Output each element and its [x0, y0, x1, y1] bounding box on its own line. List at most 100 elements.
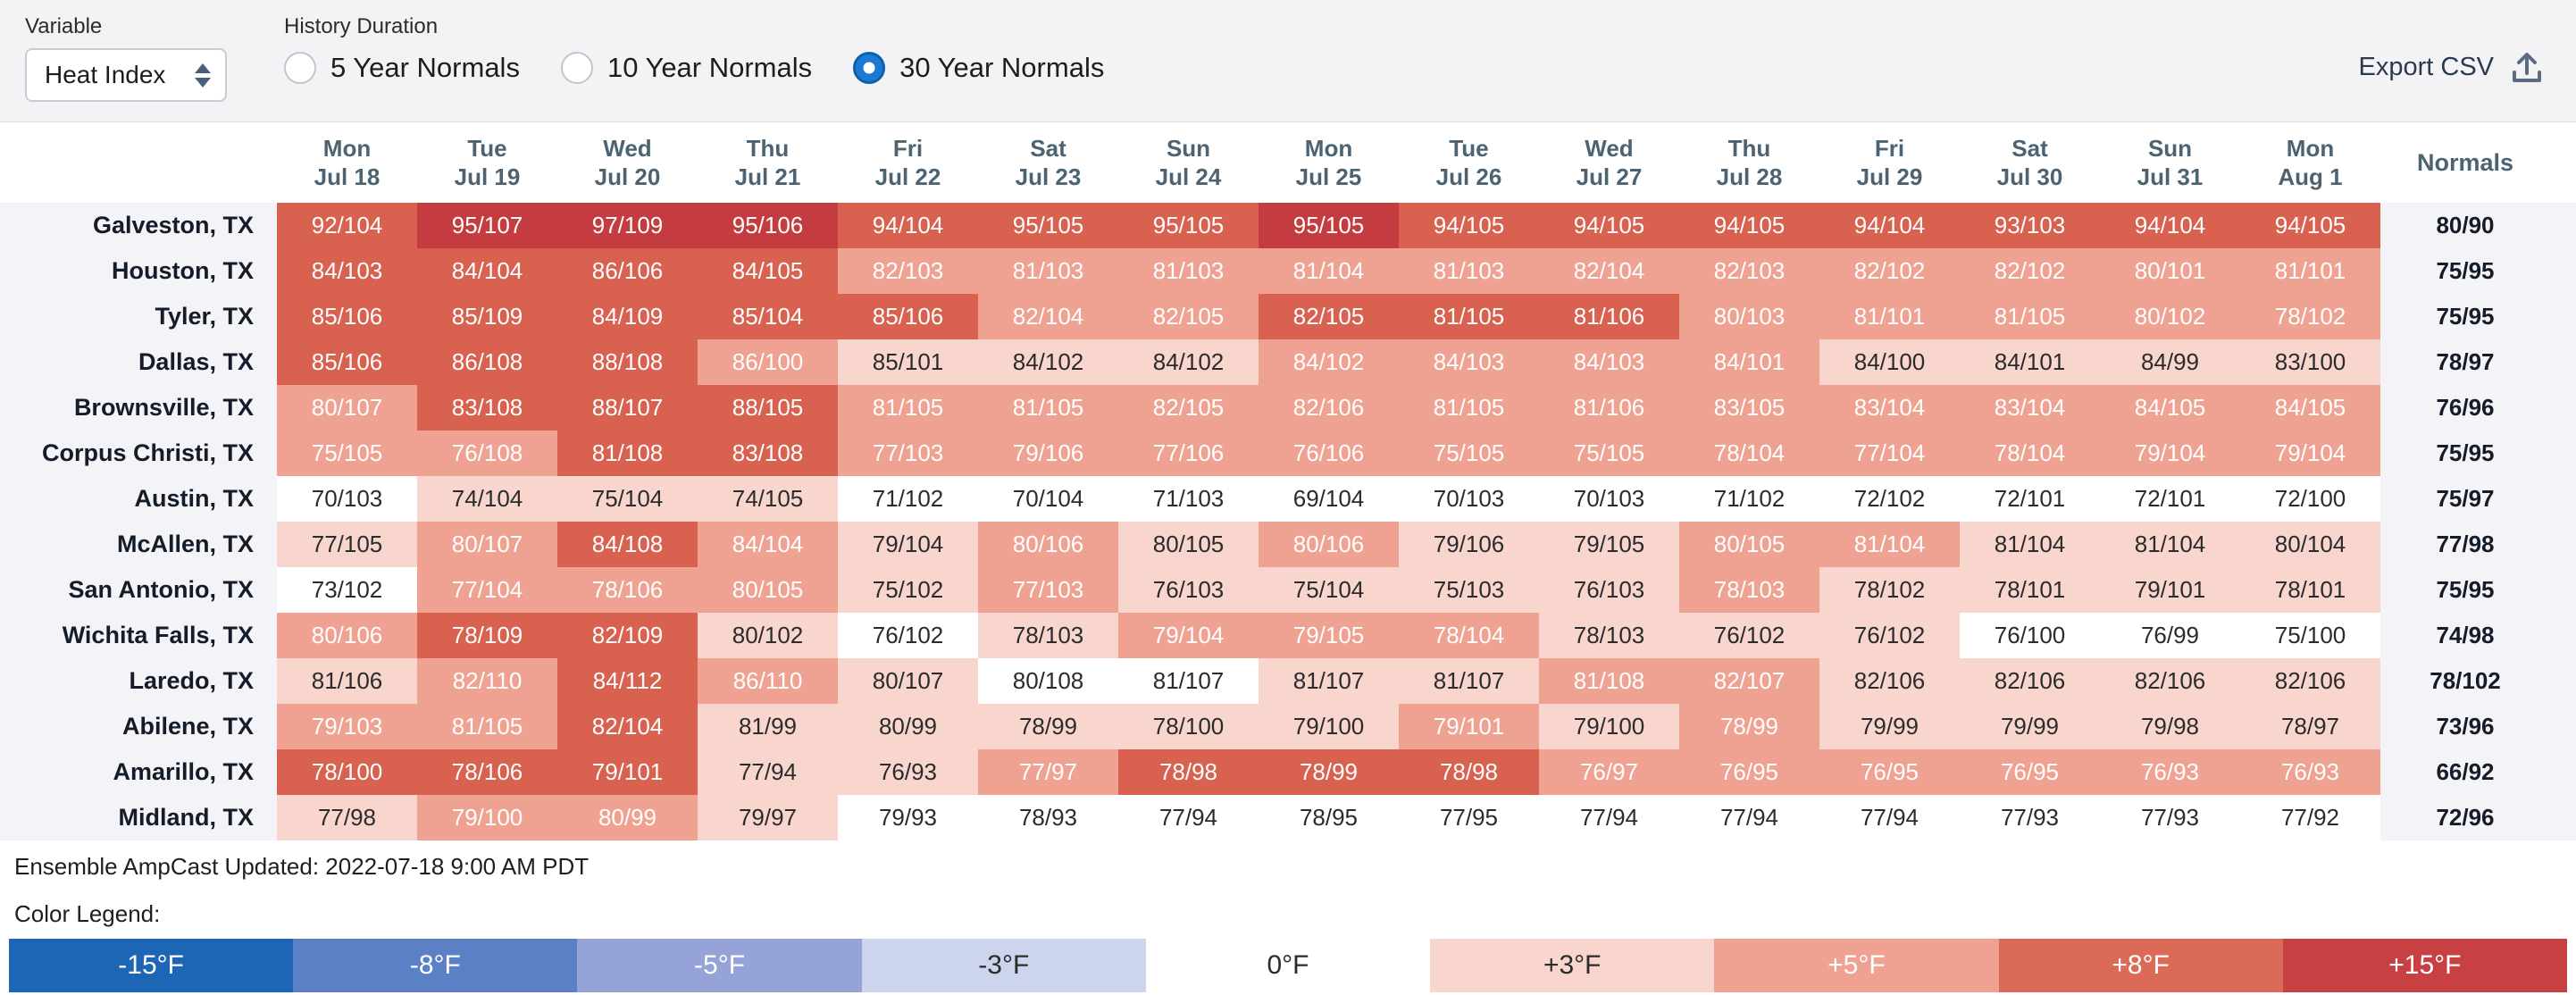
heat-index-cell: 82/104	[1539, 248, 1679, 294]
heat-index-cell: 76/102	[1819, 613, 1960, 658]
heat-index-cell: 79/99	[1960, 704, 2100, 749]
row-normals-value: 72/96	[2380, 795, 2550, 840]
heat-index-cell: 85/109	[417, 294, 557, 339]
heat-index-cell: 88/105	[698, 385, 838, 431]
radio-10-year-normals[interactable]: 10 Year Normals	[560, 52, 812, 84]
heat-index-cell: 78/101	[1960, 567, 2100, 613]
heat-index-cell: 81/108	[1539, 658, 1679, 704]
column-header: Wed Jul 27	[1539, 134, 1679, 191]
heat-index-cell: 76/95	[1819, 749, 1960, 795]
heat-index-cell: 81/103	[978, 248, 1118, 294]
column-header-day: Sat	[1030, 135, 1066, 162]
heat-index-cell: 94/104	[1819, 203, 1960, 248]
column-header-date: Jul 22	[874, 163, 941, 190]
row-normals-value: 66/92	[2380, 749, 2550, 795]
heat-index-cell: 75/104	[557, 476, 698, 522]
column-header: Fri Jul 29	[1819, 134, 1960, 191]
heat-index-cell: 79/103	[277, 704, 417, 749]
column-header-date: Jul 27	[1576, 163, 1643, 190]
heat-index-cell: 75/105	[277, 431, 417, 476]
column-header-date: Jul 25	[1295, 163, 1362, 190]
column-header: Sun Jul 24	[1118, 134, 1259, 191]
heat-index-cell: 82/105	[1118, 385, 1259, 431]
column-header: Sat Jul 30	[1960, 134, 2100, 191]
heat-index-cell: 80/108	[978, 658, 1118, 704]
column-header-day: Sun	[2147, 135, 2193, 162]
heat-index-cell: 80/105	[1679, 522, 1819, 567]
heat-index-cell: 84/104	[417, 248, 557, 294]
heat-index-cell: 69/104	[1259, 476, 1399, 522]
heat-index-cell: 79/105	[1259, 613, 1399, 658]
row-filler	[2550, 431, 2576, 476]
radio-30-year-normals[interactable]: 30 Year Normals	[853, 52, 1104, 84]
heat-index-cell: 70/104	[978, 476, 1118, 522]
heat-index-cell: 81/106	[1539, 385, 1679, 431]
heat-index-cell: 85/104	[698, 294, 838, 339]
column-header: Sat Jul 23	[978, 134, 1118, 191]
heat-index-cell: 78/104	[1679, 431, 1819, 476]
heat-index-cell: 78/103	[978, 613, 1118, 658]
heat-index-cell: 78/97	[2240, 704, 2380, 749]
heat-index-cell: 81/105	[417, 704, 557, 749]
table-header-days: Mon Jul 18 Tue Jul 19 Wed Jul 20 Thu Jul…	[277, 122, 2380, 203]
heat-index-cell: 82/105	[1259, 294, 1399, 339]
table-row-dallas-tx: Dallas, TX 85/106 86/108 88/108 86/100 85/10…	[0, 339, 2576, 385]
heat-index-cell: 79/106	[978, 431, 1118, 476]
heat-index-cell: 78/98	[1118, 749, 1259, 795]
column-header: Thu Jul 21	[698, 134, 838, 191]
heat-index-cell: 85/101	[838, 339, 978, 385]
column-header-date: Jul 29	[1856, 163, 1923, 190]
heat-index-cell: 77/104	[417, 567, 557, 613]
heat-index-cell: 82/102	[1960, 248, 2100, 294]
heat-index-cell: 81/107	[1118, 658, 1259, 704]
updated-text: Ensemble AmpCast Updated: 2022-07-18 9:0…	[14, 853, 590, 880]
heat-index-cell: 74/105	[698, 476, 838, 522]
heat-index-cell: 82/106	[1960, 658, 2100, 704]
column-header: Tue Jul 19	[417, 134, 557, 191]
heat-index-cell: 84/99	[2100, 339, 2240, 385]
legend-segment-15-f: -15°F	[9, 939, 294, 992]
heat-index-cell: 83/105	[1679, 385, 1819, 431]
variable-label: Variable	[25, 14, 103, 38]
heat-index-cell: 79/104	[838, 522, 978, 567]
heat-index-cell: 84/103	[1539, 339, 1679, 385]
table-row-houston-tx: Houston, TX 84/103 84/104 86/106 84/105 82/1…	[0, 248, 2576, 294]
table-row-san-antonio-tx: San Antonio, TX 73/102 77/104 78/106 80/105…	[0, 567, 2576, 613]
controls-bar: Variable Heat Index History Duration 5 Y…	[0, 0, 2576, 122]
normals-column-header: Normals	[2416, 148, 2514, 176]
variable-select[interactable]: Heat Index	[25, 48, 227, 102]
radio-5-year-normals[interactable]: 5 Year Normals	[284, 52, 520, 84]
heat-index-cell: 95/105	[1259, 203, 1399, 248]
heat-index-cell: 71/103	[1118, 476, 1259, 522]
history-duration-group: History Duration 5 Year Normals 10 Year …	[284, 0, 1145, 84]
export-csv-button[interactable]: Export CSV	[2359, 48, 2547, 86]
column-header-date: Jul 24	[1155, 163, 1222, 190]
heat-index-cell: 83/108	[417, 385, 557, 431]
heat-index-cell: 88/108	[557, 339, 698, 385]
heat-index-cell: 76/93	[838, 749, 978, 795]
row-filler	[2550, 613, 2576, 658]
heat-index-cell: 94/104	[2100, 203, 2240, 248]
heat-index-cell: 76/103	[1118, 567, 1259, 613]
heat-index-cell: 80/105	[1118, 522, 1259, 567]
column-header-date: Jul 19	[454, 163, 521, 190]
row-city-label: Corpus Christi, TX	[0, 431, 277, 476]
column-header-day: Tue	[467, 135, 507, 162]
table-row-galveston-tx: Galveston, TX 92/104 95/107 97/109 95/106 94…	[0, 203, 2576, 248]
heat-index-cell: 79/104	[2240, 431, 2380, 476]
table-row-abilene-tx: Abilene, TX 79/103 81/105 82/104 81/99 80/99…	[0, 704, 2576, 749]
heat-index-cell: 76/93	[2100, 749, 2240, 795]
row-filler	[2550, 385, 2576, 431]
legend-segment-5-f: -5°F	[577, 939, 862, 992]
row-filler	[2550, 749, 2576, 795]
row-filler	[2550, 248, 2576, 294]
heat-index-cell: 81/104	[1960, 522, 2100, 567]
row-filler	[2550, 658, 2576, 704]
heat-index-cell: 78/102	[1819, 567, 1960, 613]
heat-index-cell: 74/104	[417, 476, 557, 522]
heat-index-cell: 73/102	[277, 567, 417, 613]
row-city-label: Tyler, TX	[0, 294, 277, 339]
row-city-label: Austin, TX	[0, 476, 277, 522]
radio-circle-icon	[284, 52, 316, 84]
heat-index-cell: 76/108	[417, 431, 557, 476]
